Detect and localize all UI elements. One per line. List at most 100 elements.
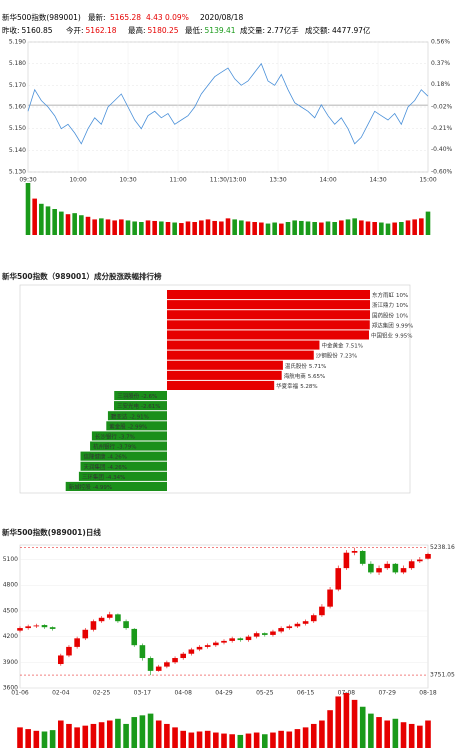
candle-body: [229, 638, 235, 641]
volume-bar: [392, 222, 397, 235]
volume-bar: [172, 727, 178, 748]
stat-label: 成交量:: [240, 25, 265, 35]
volume-bar: [212, 220, 217, 235]
candle-body: [82, 629, 89, 639]
bar-name: 信隆健康: [84, 452, 107, 460]
y-tick-label: 5.140: [9, 147, 26, 154]
bar-name: 郑达集团: [372, 321, 395, 329]
y2-tick-label: -0.21%: [431, 125, 453, 132]
bar-name: 沙钢股份: [316, 351, 339, 359]
volume-bar: [232, 219, 237, 235]
bar-name: 长沙银行: [95, 432, 118, 440]
volume-bar: [229, 734, 235, 748]
volume-bar: [205, 219, 211, 235]
candle-body: [58, 655, 64, 665]
y-tick-label: 3600: [3, 685, 18, 692]
stat-value: 4477.97亿: [332, 25, 371, 35]
y2-tick-label: 0.37%: [431, 60, 450, 67]
candle-body: [49, 627, 56, 629]
candle-body: [213, 642, 219, 646]
bar-name: 中国铝业: [371, 331, 394, 339]
volume-bar: [310, 723, 317, 748]
volume-bar: [225, 218, 231, 235]
volume-bar: [425, 720, 431, 748]
bar-label: 新城控股 -4.99%: [69, 482, 112, 490]
volume-bar: [185, 221, 191, 235]
candle-body: [392, 563, 399, 573]
bar-name: 杭州银行: [93, 442, 116, 450]
volume-bar: [365, 221, 371, 235]
x-tick-label: 01-06: [11, 690, 29, 697]
bar-name: 碧亚达: [111, 412, 128, 420]
volume-bar: [164, 723, 170, 748]
y-tick-label: 4500: [3, 607, 18, 614]
stat: 成交量: 2.77亿手: [240, 25, 299, 35]
bar-label: 信隆健康 -4.26%: [84, 452, 127, 460]
volume-bar: [196, 731, 203, 748]
chart-title: 新华500指数（989001）成分股涨跌幅排行榜: [2, 271, 162, 281]
volume-bar: [245, 221, 251, 235]
candle-body: [188, 649, 195, 654]
stat-label: 昨收:: [2, 25, 20, 35]
candle-body: [25, 626, 31, 629]
stat-value: 2.77亿手: [267, 25, 299, 35]
stat: 最高: 5180.25: [128, 25, 179, 35]
bar-label: 浙江鼎力 10%: [372, 301, 408, 309]
candle-body: [376, 568, 382, 573]
plot-frame: [19, 284, 411, 494]
candle-body: [164, 662, 170, 667]
volume-bar: [384, 720, 390, 748]
volume-bar: [372, 222, 377, 235]
volume-bar: [25, 183, 31, 235]
volume-bar: [305, 221, 311, 235]
bar-name: 温氏股份: [285, 361, 308, 369]
bar-value: 5.71%: [309, 363, 326, 369]
candle-body: [262, 633, 268, 635]
bar-label: 三羽股份 -2.6%: [117, 392, 157, 400]
candle-body: [115, 614, 121, 622]
volume-bar: [279, 223, 284, 235]
bar: [107, 411, 167, 421]
volume-bar: [302, 727, 309, 748]
bar-value: 7.51%: [345, 343, 362, 349]
y-tick-label: 5.160: [9, 104, 26, 111]
volume-bar: [92, 219, 97, 235]
bar-name: 华夏幸福: [276, 381, 299, 389]
bar-label: 长沙银行 -3.7%: [95, 432, 135, 440]
bar-value: 10%: [396, 313, 408, 319]
x-tick-label: 10:30: [119, 177, 136, 184]
volume-bar: [125, 220, 131, 235]
candle-body: [417, 559, 423, 562]
candle-body: [204, 645, 211, 647]
volume-bar: [152, 220, 157, 235]
bar-label: 国药股份 10%: [372, 311, 408, 319]
volume-bar: [351, 699, 358, 748]
candle-body: [351, 550, 358, 553]
bar-label: 沙钢股份 7.23%: [316, 351, 358, 359]
y-tick-label: 4800: [3, 582, 18, 589]
bar: [65, 481, 167, 491]
bar-label: 紫金股 -2.99%: [109, 422, 147, 430]
date: 2020/08/18: [200, 13, 243, 22]
volume-bar: [400, 722, 407, 748]
volume-bar: [299, 220, 304, 235]
bar-name: 三羽股份: [117, 392, 140, 400]
ref-label: 3751.05: [430, 672, 455, 679]
x-tick-label: 02-04: [52, 690, 70, 697]
bar: [80, 451, 167, 461]
volume-bar: [359, 220, 364, 235]
candle-body: [310, 615, 317, 622]
volume-bar: [45, 206, 51, 235]
bar-label: 郑达集团 9.99%: [372, 321, 414, 329]
stat-label: 最高:: [128, 25, 146, 35]
volume-bar: [352, 218, 357, 235]
stat-value: 5180.25: [148, 26, 179, 35]
volume-bar: [359, 706, 366, 748]
volume-bar: [123, 723, 129, 748]
volume-bar: [131, 717, 138, 748]
volume-bar: [368, 713, 374, 748]
bar: [91, 431, 167, 441]
volume-bar: [408, 723, 415, 748]
bar-value: 9.99%: [396, 323, 413, 329]
